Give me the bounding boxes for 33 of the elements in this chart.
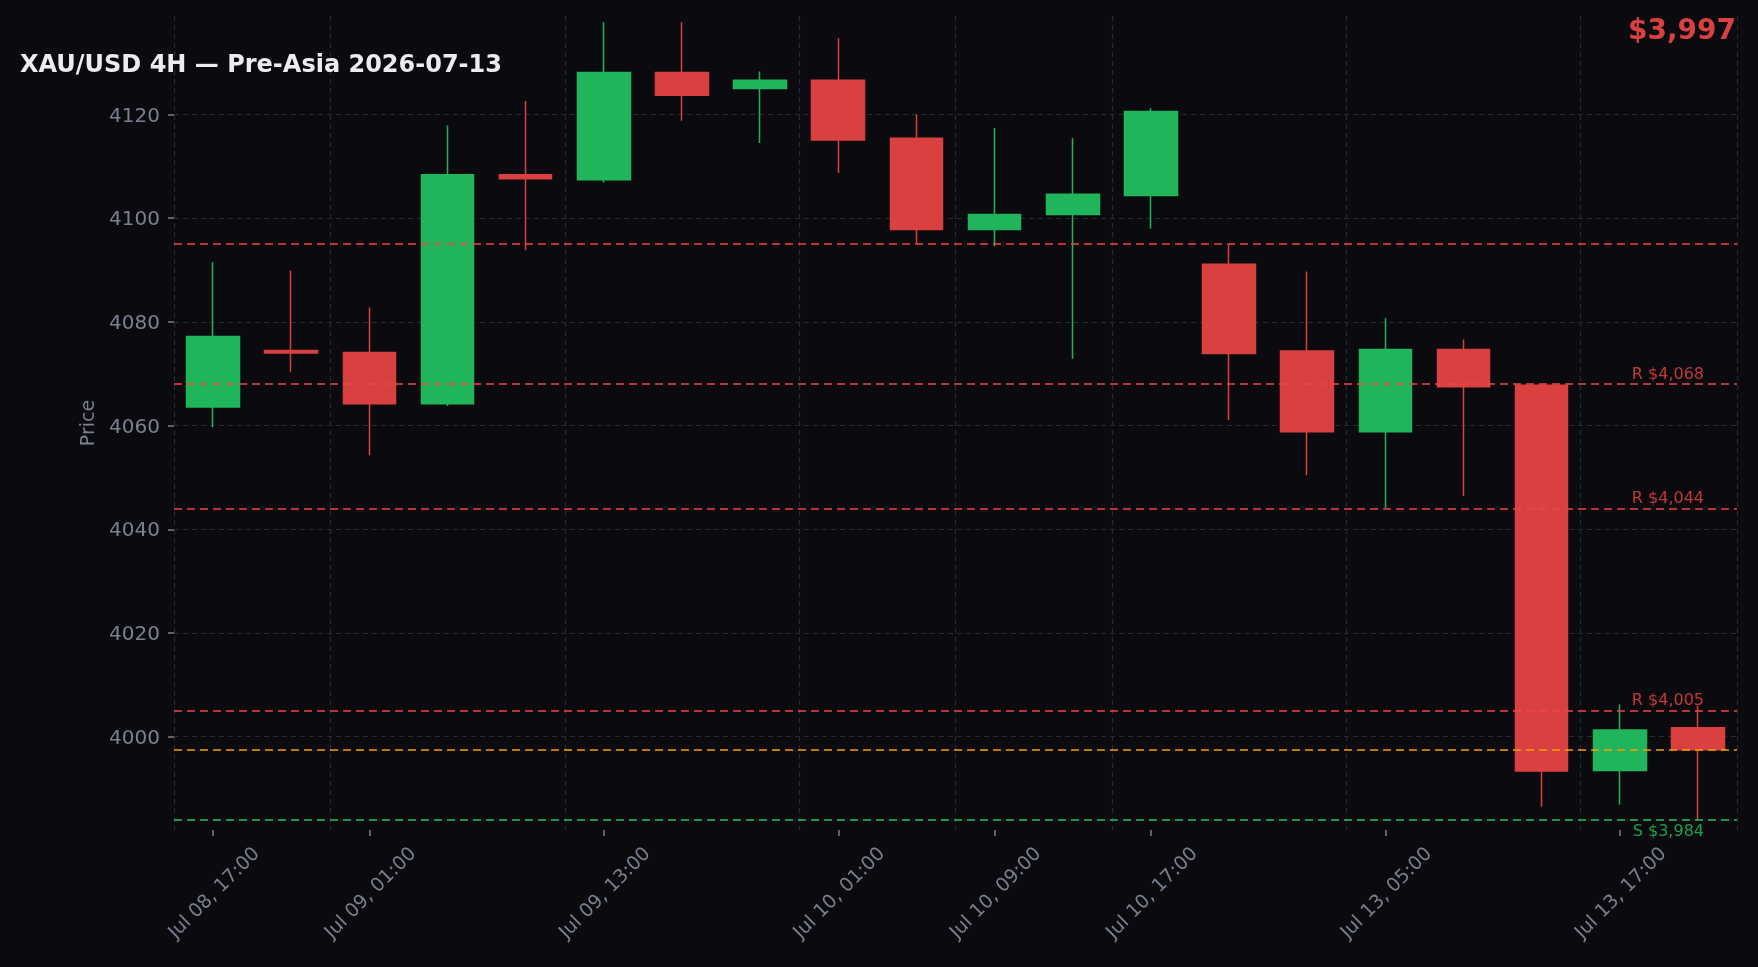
ref-line-label: R $4,068	[1631, 363, 1704, 383]
y-tick-label: 4020	[109, 620, 160, 645]
candlestick	[263, 269, 319, 373]
ref-line-label: S $3,984	[1632, 821, 1704, 841]
text: XAU/USD 4H — Pre-Asia 2026-07-13	[20, 50, 502, 78]
candlestick	[420, 124, 475, 407]
candlestick	[1045, 137, 1101, 360]
annotation: $3,997	[1627, 12, 1737, 46]
candlestick	[1279, 270, 1335, 477]
candlestick	[967, 127, 1022, 247]
candlestick	[1358, 317, 1413, 509]
candlestick	[1514, 383, 1569, 808]
y-tick-label: 4080	[109, 309, 160, 334]
y-tick-label: 4100	[109, 206, 160, 231]
candlestick	[1201, 243, 1257, 421]
candlestick	[732, 70, 788, 144]
candlestick	[889, 113, 944, 245]
candlestick	[185, 261, 241, 428]
ref-line-label: R $4,005	[1631, 690, 1704, 710]
ref-line-label: R $4,044	[1631, 488, 1704, 508]
y-tick-label: 4060	[109, 413, 160, 438]
candlestick	[498, 100, 553, 252]
candlestick	[342, 306, 397, 456]
y-tick-label: 4120	[109, 102, 160, 127]
candlestick	[1592, 703, 1648, 806]
candlestick	[1123, 107, 1179, 230]
y-tick-label: 4040	[109, 517, 160, 542]
candlestick	[576, 21, 632, 184]
candlestick	[654, 21, 710, 122]
y-tick-label: 4000	[109, 724, 160, 749]
candlestick	[810, 37, 866, 174]
y-axis-title: Price	[75, 399, 98, 447]
candlestick	[1436, 338, 1491, 497]
